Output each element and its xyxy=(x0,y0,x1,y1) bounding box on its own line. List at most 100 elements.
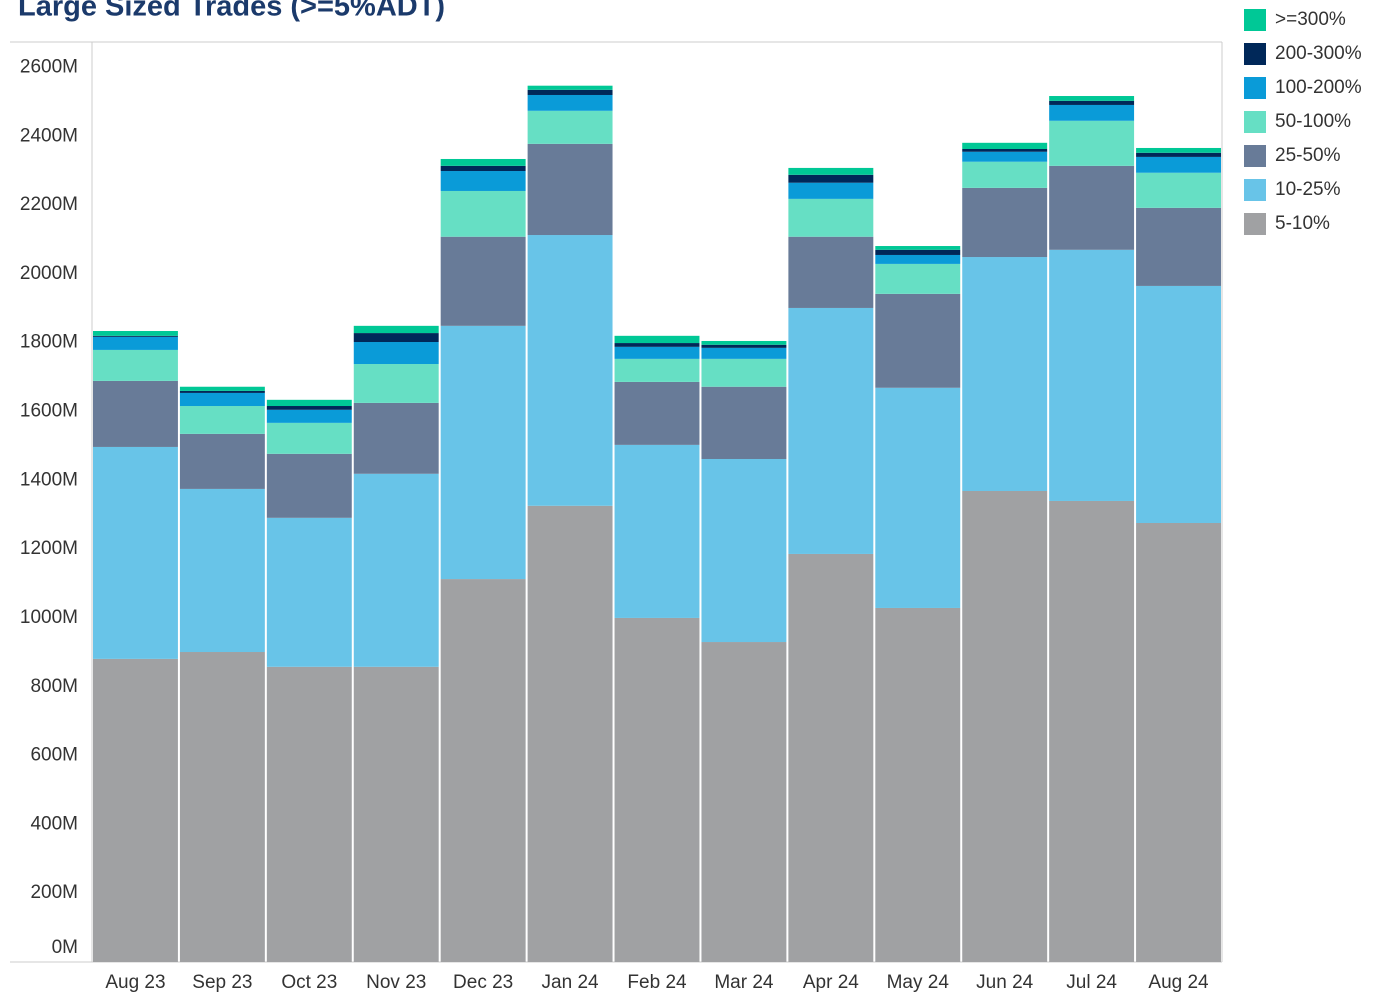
bar-segment xyxy=(1049,249,1135,501)
x-tick-label: Nov 23 xyxy=(366,972,426,993)
bar-segment xyxy=(962,149,1048,152)
y-tick-label: 2200M xyxy=(20,194,78,215)
bar-segment xyxy=(440,165,526,172)
y-tick-label: 800M xyxy=(30,676,78,697)
bar-segment xyxy=(701,340,787,345)
bar-segment xyxy=(1049,165,1135,250)
bar-segment xyxy=(614,346,700,359)
bar-segment xyxy=(353,333,439,343)
bar-segment xyxy=(1136,152,1221,157)
y-tick-label: 200M xyxy=(30,882,78,903)
x-tick-label: Apr 24 xyxy=(803,972,859,993)
bar-segment xyxy=(440,579,526,962)
bar-segment xyxy=(962,257,1048,491)
bar-segment xyxy=(179,406,265,434)
bar-segment xyxy=(701,347,787,359)
bar-segment xyxy=(527,89,613,95)
bar-segment xyxy=(179,433,265,489)
legend-label: 100-200% xyxy=(1275,77,1362,98)
bar-segment xyxy=(962,490,1048,962)
x-tick-label: Jan 24 xyxy=(542,972,599,993)
bar-segment xyxy=(788,307,874,554)
bar-segment xyxy=(93,335,178,337)
legend-swatch xyxy=(1244,77,1266,99)
bar-segment xyxy=(1136,156,1221,173)
bar-segment xyxy=(1136,522,1221,962)
chart-title: Large Sized Trades (>=5%ADT) xyxy=(18,0,445,23)
bar-segment xyxy=(1136,172,1221,208)
bar-segment xyxy=(1049,120,1135,166)
bar-segment xyxy=(614,617,700,962)
bar-segment xyxy=(440,190,526,237)
legend-swatch xyxy=(1244,111,1266,133)
bar-segment xyxy=(875,387,961,608)
bar-segment xyxy=(875,263,961,294)
bar-segment xyxy=(701,386,787,459)
bar-segment xyxy=(875,293,961,388)
bar-segment xyxy=(440,171,526,191)
bar-segment xyxy=(93,331,178,336)
bar-segment xyxy=(614,335,700,344)
x-tick-label: Aug 24 xyxy=(1148,972,1209,993)
bar-segment xyxy=(1136,285,1221,523)
legend-label: 25-50% xyxy=(1275,145,1341,166)
bar-segment xyxy=(93,446,178,659)
bar-segment xyxy=(962,161,1048,188)
x-tick-label: Feb 24 xyxy=(627,972,687,993)
bar-segment xyxy=(1049,100,1135,105)
bar-segment xyxy=(353,325,439,334)
y-tick-label: 2600M xyxy=(20,56,78,77)
bar-segment xyxy=(701,358,787,387)
legend-label: 5-10% xyxy=(1275,213,1330,234)
bar-segment xyxy=(614,358,700,382)
legend-swatch xyxy=(1244,213,1266,235)
bar-segment xyxy=(179,390,265,393)
legend-label: 10-25% xyxy=(1275,179,1341,200)
bar-segment xyxy=(962,142,1048,150)
bar-segment xyxy=(527,110,613,144)
bar-segment xyxy=(179,386,265,391)
bar-segment xyxy=(701,344,787,348)
bar-segment xyxy=(527,505,613,962)
bar-segment xyxy=(1136,207,1221,286)
legend-swatch xyxy=(1244,9,1266,31)
bar-segment xyxy=(875,249,961,255)
legend-swatch xyxy=(1244,179,1266,201)
legend-swatch xyxy=(1244,145,1266,167)
legend-label: 50-100% xyxy=(1275,111,1351,132)
bar-segment xyxy=(1049,104,1135,121)
x-tick-label: Jun 24 xyxy=(976,972,1033,993)
bar-segment xyxy=(614,343,700,347)
y-tick-label: 2400M xyxy=(20,125,78,146)
bar-segment xyxy=(179,652,265,962)
bar-segment xyxy=(353,402,439,474)
bar-segment xyxy=(527,85,613,90)
y-tick-label: 1000M xyxy=(20,607,78,628)
bar-segment xyxy=(875,607,961,962)
bar-segment xyxy=(1049,500,1135,962)
bar-segment xyxy=(266,406,352,410)
y-tick-label: 1400M xyxy=(20,469,78,490)
bar-segment xyxy=(440,158,526,166)
bar-segment xyxy=(93,336,178,350)
x-tick-label: Aug 23 xyxy=(105,972,165,993)
x-tick-label: Dec 23 xyxy=(453,972,513,993)
y-tick-label: 600M xyxy=(30,745,78,766)
bar-segment xyxy=(527,94,613,111)
y-tick-label: 1800M xyxy=(20,332,78,353)
bar-segment xyxy=(701,642,787,962)
y-tick-label: 1200M xyxy=(20,538,78,559)
bar-segment xyxy=(266,666,352,962)
bar-segment xyxy=(875,246,961,250)
x-tick-label: Mar 24 xyxy=(714,972,774,993)
bar-segment xyxy=(179,488,265,653)
bar-segment xyxy=(93,658,178,962)
bar-segment xyxy=(788,198,874,237)
bar-segment xyxy=(962,187,1048,258)
x-tick-label: Jul 24 xyxy=(1066,972,1117,993)
bar-segment xyxy=(614,444,700,618)
legend-label: 200-300% xyxy=(1275,43,1362,64)
bar-segment xyxy=(1136,147,1221,153)
bar-segment xyxy=(962,151,1048,162)
